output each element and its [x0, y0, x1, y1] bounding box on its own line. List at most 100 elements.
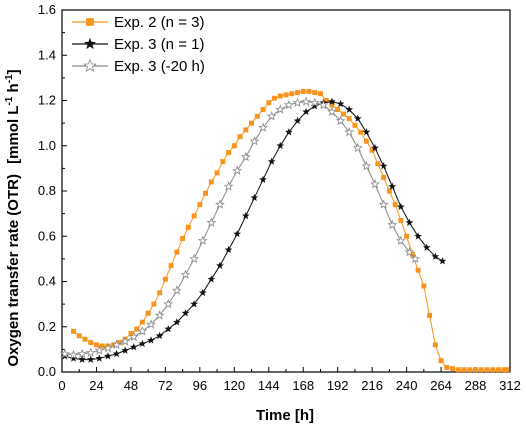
data-point: [203, 190, 209, 196]
data-point: [300, 88, 306, 94]
data-point: [103, 343, 113, 353]
data-point: [220, 159, 226, 165]
data-point: [455, 367, 461, 373]
data-point: [180, 236, 186, 241]
data-point: [275, 104, 286, 114]
data-point: [473, 367, 479, 373]
data-point: [302, 107, 310, 116]
data-point: [206, 217, 217, 227]
data-point: [69, 354, 78, 362]
data-point: [310, 102, 319, 110]
data-point: [151, 301, 157, 307]
data-point: [137, 326, 148, 336]
data-point: [94, 345, 105, 355]
data-point: [86, 355, 95, 363]
data-point: [397, 202, 405, 211]
data-point: [250, 193, 259, 202]
data-point: [379, 162, 388, 170]
data-point: [189, 253, 200, 264]
data-point: [431, 252, 440, 260]
data-point: [88, 340, 94, 346]
data-point: [121, 346, 130, 354]
data-point: [260, 107, 266, 113]
x-tick-label: 192: [327, 378, 349, 393]
legend-label: Exp. 2 (n = 3): [114, 14, 204, 31]
data-point: [168, 263, 174, 269]
data-point: [258, 122, 268, 132]
data-point: [414, 232, 422, 240]
y-tick-label: 1.6: [38, 2, 56, 17]
data-point: [128, 331, 139, 342]
x-tick-label: 264: [430, 378, 452, 393]
y-axis-title-text: Oxygen transfer rate (OTR): [5, 174, 22, 367]
data-point: [344, 126, 355, 137]
data-point: [197, 202, 203, 208]
data-point: [336, 99, 345, 108]
data-point: [361, 160, 372, 171]
data-point: [309, 97, 320, 107]
data-point: [267, 157, 276, 165]
data-point: [76, 333, 82, 339]
y-tick-label: 0.6: [38, 228, 56, 243]
x-tick-label: 144: [258, 378, 280, 393]
data-point: [327, 106, 337, 117]
y-tick-label: 0.0: [38, 364, 56, 379]
data-point: [295, 90, 300, 96]
data-point: [216, 261, 224, 269]
data-point: [345, 105, 354, 113]
data-point: [352, 142, 363, 153]
data-point: [329, 102, 335, 108]
x-tick-label: 216: [361, 378, 383, 393]
data-point: [190, 300, 198, 308]
data-point: [427, 312, 433, 318]
data-point: [369, 147, 375, 153]
y-tick-label: 1.4: [38, 47, 56, 62]
data-point: [95, 354, 104, 362]
data-point: [478, 367, 484, 373]
data-point: [93, 342, 99, 348]
legend-item: Exp. 2 (n = 3): [72, 14, 204, 31]
y-tick-label: 1.2: [38, 93, 56, 108]
data-point: [444, 365, 450, 370]
data-point: [185, 224, 191, 230]
data-point: [266, 111, 277, 121]
data-point: [145, 310, 151, 316]
data-point: [422, 243, 431, 251]
data-point: [317, 91, 323, 97]
x-tick-label: 240: [396, 378, 418, 393]
data-point: [328, 97, 336, 105]
data-point: [173, 318, 181, 326]
data-point: [139, 319, 145, 325]
data-point: [386, 188, 392, 194]
data-point: [285, 128, 293, 136]
data-point: [266, 100, 272, 106]
data-point: [163, 298, 174, 309]
data-point: [415, 267, 421, 273]
data-point: [146, 319, 156, 329]
data-point: [207, 275, 216, 283]
data-point: [371, 143, 379, 152]
data-point: [128, 331, 134, 337]
data-point: [306, 88, 312, 94]
x-tick-label: 288: [465, 378, 487, 393]
data-point: [249, 120, 255, 126]
data-point: [370, 179, 380, 189]
legend-item: Exp. 3 (-20 h): [72, 58, 205, 75]
data-point: [484, 367, 490, 373]
data-point: [409, 251, 415, 257]
data-point: [490, 367, 496, 373]
data-point: [197, 235, 208, 245]
data-point: [191, 213, 197, 219]
data-point: [241, 211, 250, 220]
data-point: [352, 122, 358, 128]
data-point: [223, 181, 234, 191]
series-1: [71, 88, 510, 373]
data-point: [68, 349, 79, 360]
data-point: [249, 136, 260, 146]
data-point: [405, 218, 414, 226]
data-point: [272, 95, 277, 101]
data-point: [504, 367, 510, 373]
series-3: [59, 96, 421, 360]
data-point: [112, 349, 121, 358]
data-point: [180, 269, 191, 279]
